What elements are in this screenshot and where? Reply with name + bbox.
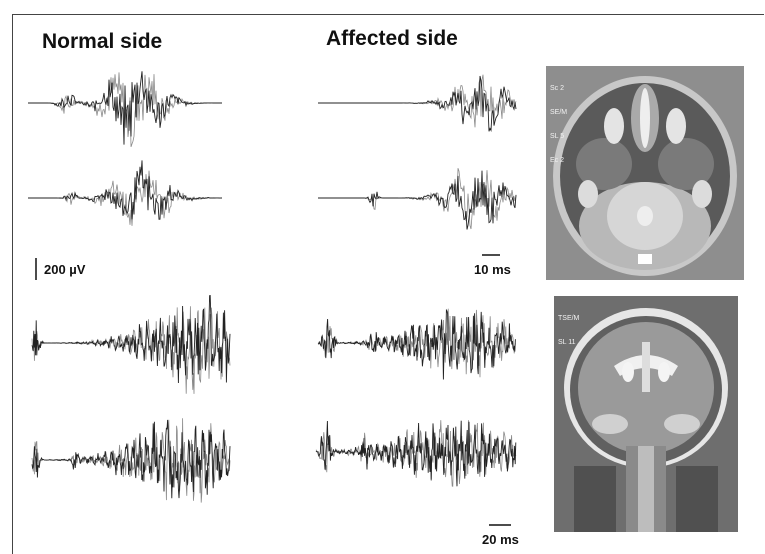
trace-affected-emg-2-secondary (315, 420, 517, 487)
time-scale-label-upper: 10 ms (474, 262, 511, 277)
trace-affected-blink-2-primary (318, 170, 517, 230)
mri-axial-image: Sc 2 SE/M SL 5 Ec 2 (546, 66, 744, 280)
trace-normal-blink-1-primary (28, 71, 222, 145)
trace-affected-emg-2-primary (315, 420, 517, 487)
mri-axial-labels: Sc 2 SE/M SL 5 Ec 2 (550, 85, 568, 164)
trace-normal-emg-1-primary (31, 294, 231, 384)
mri-coronal-image: TSE/M SL 11 (554, 296, 738, 532)
trace-affected-emg-1-primary (317, 308, 516, 380)
trace-normal-emg-2-primary (31, 419, 231, 499)
trace-affected-blink-1-primary (318, 75, 517, 132)
mri-coronal-labels: TSE/M SL 11 (558, 315, 580, 346)
trace-affected-blink-1-secondary (318, 74, 517, 128)
traces-layer (28, 71, 517, 503)
trace-normal-blink-2-primary (28, 160, 222, 220)
normal-side-heading: Normal side (42, 30, 163, 53)
time-scale-label-lower: 20 ms (482, 532, 519, 547)
amplitude-scale-label: 200 µV (44, 262, 86, 277)
figure-frame (12, 14, 764, 554)
affected-side-heading: Affected side (326, 27, 458, 50)
